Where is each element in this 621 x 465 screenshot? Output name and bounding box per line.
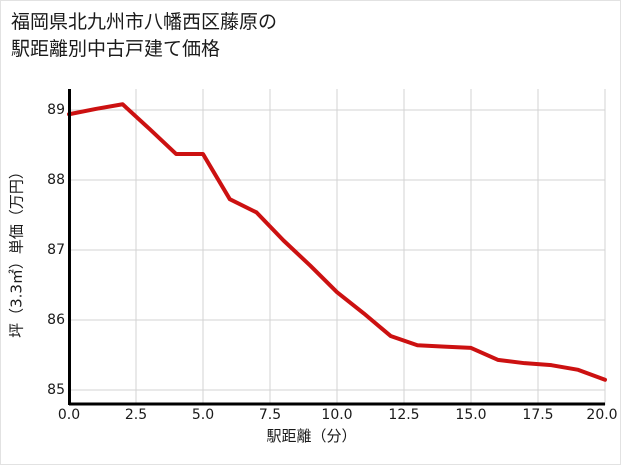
y-tick-label: 88 [47,172,65,188]
x-tick-label: 20.0 [586,407,618,423]
chart-title: 福岡県北九州市八幡西区藤原の 駅距離別中古戸建て価格 [11,11,278,60]
y-axis-label-container: 坪（3.3㎡）単価（万円） [1,101,31,401]
y-axis-label: 坪（3.3㎡）単価（万円） [7,164,26,338]
y-tick-label: 85 [47,382,65,398]
grid-lines [69,89,606,405]
x-tick-label: 15.0 [455,407,487,423]
x-tick-label: 7.5 [258,407,282,423]
x-tick-label: 2.5 [124,407,148,423]
x-axis-label: 駅距離（分） [266,427,357,445]
x-tick-label: 10.0 [321,407,353,423]
y-tick-label: 86 [47,312,65,328]
x-tick-label: 5.0 [191,407,215,423]
y-tick-label: 87 [47,242,65,258]
x-tick-label: 12.5 [388,407,420,423]
y-tick-label: 89 [47,102,65,118]
x-tick-label: 17.5 [522,407,554,423]
data-series-line [67,102,607,382]
axis-spines [68,89,605,406]
x-tick-label: 0.0 [57,407,81,423]
